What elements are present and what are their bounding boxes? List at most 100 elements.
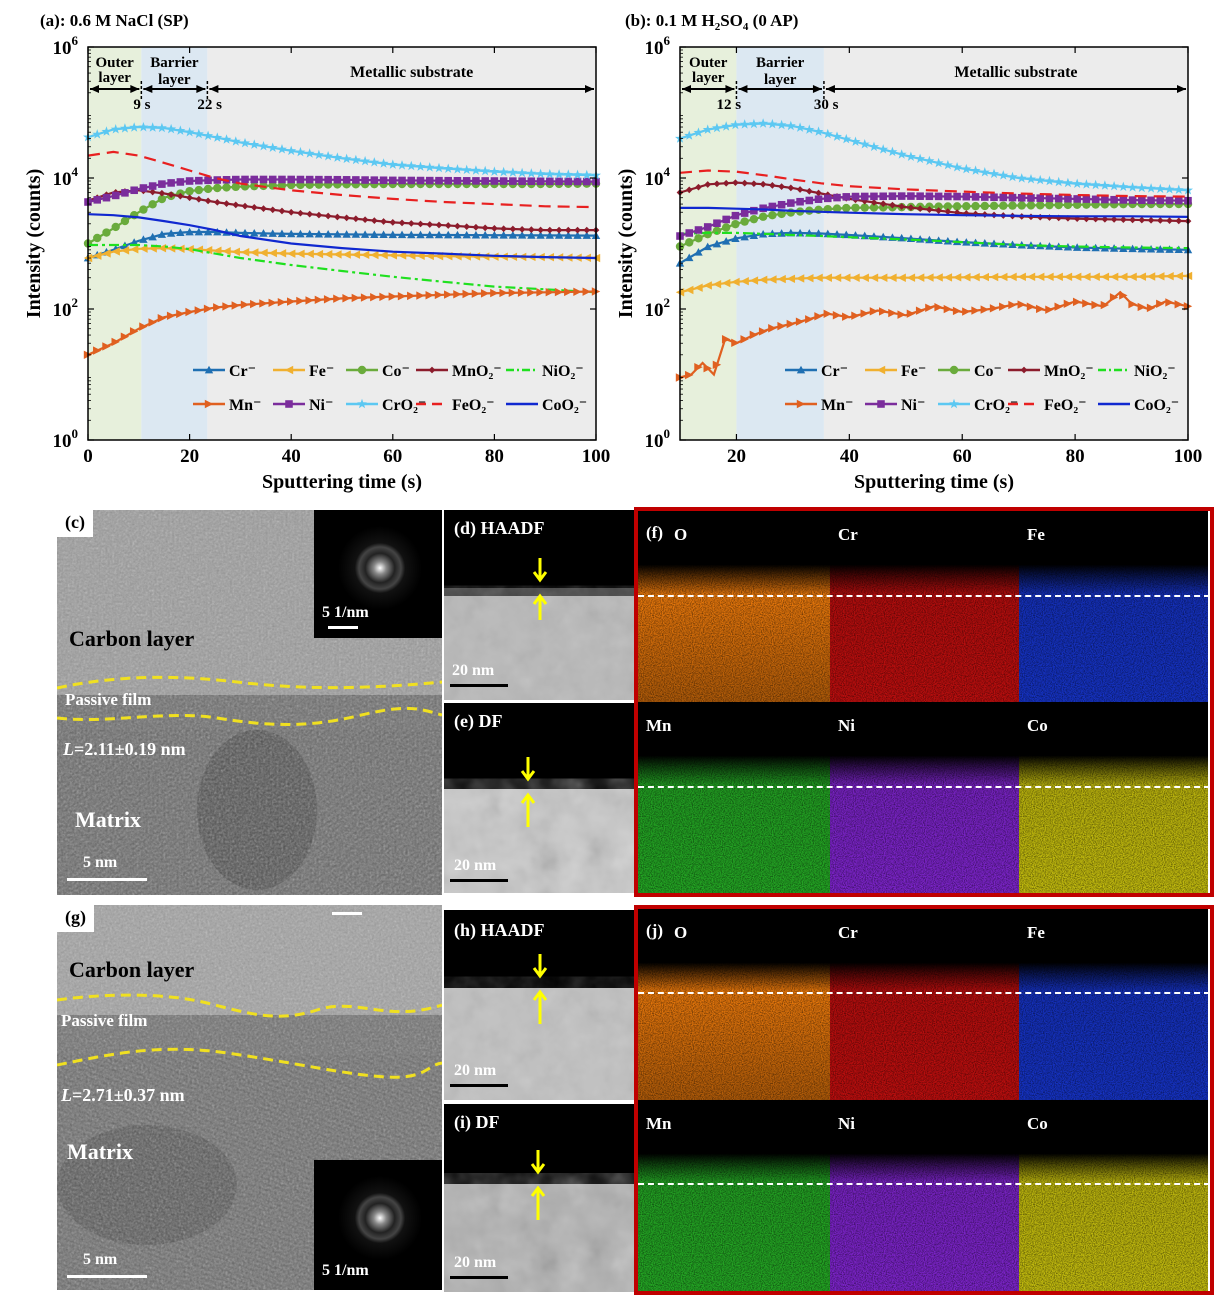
- plot-b-ylabel: Intensity (counts): [615, 169, 637, 318]
- plot-a-series-point-3: [546, 226, 554, 234]
- plot-b-series-point-2: [943, 202, 953, 211]
- plot-b-series-point-1: [980, 272, 989, 282]
- plot-a-series-point-5: [573, 287, 582, 296]
- plot-a-series-point-1: [129, 245, 139, 254]
- eds-label-mn: Mn: [646, 1114, 672, 1133]
- plot-b-series-point-6: [925, 192, 934, 201]
- plot-a-series-point-1: [222, 247, 231, 256]
- plot-b-series-point-5: [777, 321, 786, 331]
- plot-b-series-point-6: [879, 192, 887, 201]
- plot-b-barrier-label: Barrier: [756, 55, 805, 71]
- plot-b-series-point-2: [971, 201, 980, 211]
- plot-a-series-point-0: [176, 228, 185, 237]
- plot-b-series-point-3: [898, 203, 906, 210]
- panel-g-tag: (g): [57, 905, 94, 932]
- plot-a-series-point-7: [92, 129, 103, 139]
- plot-b-series-point-2: [1054, 200, 1063, 210]
- plot-a-series-point-3: [315, 211, 323, 219]
- plot-b-outer-layer-label: layer: [692, 70, 725, 86]
- plot-a-legend-label-1: Fe⁻: [309, 363, 334, 380]
- plot-b-series-point-0: [685, 253, 694, 262]
- plot-a-series-point-7: [110, 124, 121, 134]
- plot-a-series-point-3: [278, 207, 286, 215]
- panel-tag-panel_j: (j): [646, 921, 663, 940]
- plot-a-series-point-6: [185, 177, 194, 185]
- fft-inset-c: 5 1/nm: [314, 510, 442, 638]
- plot-a-series-point-0: [508, 231, 518, 239]
- plot-a-marker-label-1: 22 s: [197, 97, 222, 113]
- plot-b-series-point-0: [694, 248, 703, 256]
- plot-b-series-point-7: [869, 141, 879, 152]
- plot-b-series-point-6: [750, 206, 758, 215]
- plot-a-series-point-1: [388, 251, 397, 260]
- plot-a-legend-label-4: NiO₂⁻: [542, 363, 584, 380]
- plot-b-series-point-6: [944, 192, 952, 201]
- plot-b-series-point-3: [916, 205, 924, 212]
- plot-a-series-point-0: [240, 228, 250, 237]
- plot-b-series-point-5: [962, 307, 971, 316]
- eds-map-fe: Fe: [1019, 909, 1208, 1100]
- plot-a-series-point-1: [397, 251, 407, 260]
- plot-b-series-point-1: [731, 277, 740, 287]
- plot-b-series-point-5: [694, 362, 703, 372]
- plot-b-series-point-7: [1155, 183, 1166, 194]
- plot-a-series-point-5: [93, 346, 102, 355]
- plot-b-series-point-1: [721, 278, 731, 288]
- plot-a-series-point-6: [564, 177, 573, 186]
- plot-b-series-point-7: [961, 163, 972, 174]
- plot-a-series-point-6: [102, 193, 111, 202]
- plot-a-series-point-1: [185, 244, 194, 254]
- plot-b-series-point-5: [851, 311, 860, 320]
- eds-map-fe: Fe: [1019, 511, 1208, 702]
- plot-a-xtick-label-1: 20: [180, 446, 199, 467]
- interface-arrows-i: [530, 1150, 546, 1220]
- plot-b-series-point-7: [832, 131, 842, 141]
- plot-b-series-point-7: [739, 119, 750, 129]
- plot-b-series-point-6: [1147, 196, 1155, 205]
- plot-b-series-point-2: [879, 203, 888, 212]
- plot-b-series-point-5: [999, 302, 1008, 311]
- plot-b-series-point-5: [1017, 300, 1026, 309]
- plot-a-series-point-5: [194, 306, 204, 315]
- plot-a-legend-marker-5: [204, 399, 214, 409]
- plot-a-ytick-label-0: 100: [53, 426, 79, 452]
- plot-a-series-point-0: [323, 230, 333, 238]
- plot-a-series-point-7: [415, 161, 426, 171]
- plot-a-series-point-6: [472, 177, 480, 185]
- plot-b-series-point-1: [851, 273, 860, 282]
- plot-a-series-point-5: [148, 318, 157, 327]
- plot-a-series-point-5: [388, 292, 397, 301]
- plot-b-series-point-6: [1091, 195, 1100, 204]
- plot-b-series-point-7: [859, 139, 870, 149]
- plot-b-series-point-7: [989, 168, 999, 179]
- plot-a-series-point-0: [573, 231, 582, 239]
- plot-a-series-point-3: [407, 220, 415, 227]
- plot-b-series-point-7: [905, 151, 916, 161]
- plot-b-series-point-1: [1045, 272, 1054, 282]
- plot-a-series-point-7: [480, 165, 491, 176]
- plot-a-series-point-5: [176, 309, 185, 319]
- plot-b-series-point-3: [1138, 216, 1146, 224]
- plot-a-series-point-7: [461, 164, 472, 175]
- plot-b-series-point-3: [796, 186, 804, 193]
- depth-profile-plots: (a): 0.6 M NaCl (SP) (b): 0.1 M H2SO4 (0…: [23, 11, 1202, 493]
- plot-a-series-point-6: [278, 175, 286, 184]
- plot-b-series-point-7: [850, 136, 861, 146]
- plot-a-series-point-1: [250, 248, 259, 257]
- plot-a-series-point-1: [231, 247, 240, 256]
- plot-b-series-point-7: [813, 126, 824, 136]
- plot-a-series-point-3: [564, 226, 572, 234]
- plot-a-ytick-label-1: 102: [53, 295, 79, 321]
- plot-a-series-point-5: [564, 287, 573, 297]
- plot-b-series-point-0: [795, 228, 805, 237]
- plot-a-series-point-6: [518, 177, 526, 185]
- eds-label-cr: Cr: [838, 923, 858, 942]
- plot-a-xtick-label-2: 40: [282, 446, 301, 467]
- plot-b-series-point-1: [1054, 272, 1063, 282]
- scale-label-e: 20 nm: [454, 857, 497, 874]
- plot-a-series-point-1: [240, 248, 250, 257]
- plot-a-series-point-5: [166, 311, 176, 320]
- scale-label-i: 20 nm: [454, 1254, 497, 1271]
- plot-b-series-point-2: [952, 202, 962, 211]
- fft-scale-bar-c: [328, 626, 358, 629]
